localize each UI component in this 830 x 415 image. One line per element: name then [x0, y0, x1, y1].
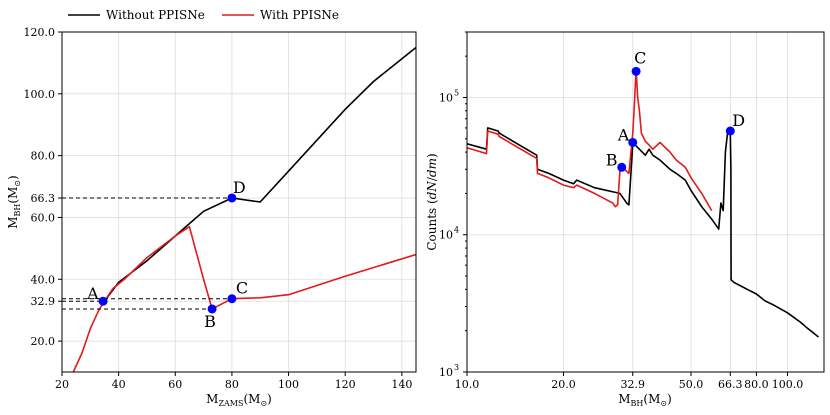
left-x-tick-label: 120: [335, 378, 356, 391]
right-y-tick-label: 10: [439, 91, 453, 104]
legend-label-with: With PPISNe: [260, 8, 339, 22]
right-points: AB C D: [606, 48, 745, 172]
left-y-tick-label: 20.0: [31, 335, 56, 348]
left-points: A B C D: [86, 178, 248, 331]
right-x-tick-label: 66.3: [718, 378, 743, 391]
right-x-tick-label: 20.0: [551, 378, 576, 391]
right-grid: [467, 32, 824, 372]
left-y-tick-label: 32.9: [31, 295, 56, 308]
right-y-tick-label: 10: [439, 229, 453, 242]
left-chart-panel: A B C D 20 40 60 80 100 120 140 20.0 32.9 40.0 60.0 6…: [6, 26, 417, 408]
left-x-axis-label: MZAMS(M⊙): [206, 392, 272, 408]
left-y-axis-label: MBH(M⊙): [6, 175, 22, 229]
left-y-tick-label: 120.0: [24, 26, 56, 39]
left-series-line-with: [72, 225, 416, 372]
left-point-D: [227, 193, 237, 203]
right-series-line-with: [467, 68, 713, 212]
right-x-axis-label: MBH(M⊙): [618, 392, 672, 408]
left-y-tick-label: 40.0: [31, 273, 56, 286]
left-point-label-C: C: [236, 279, 248, 298]
right-series-line-without: [467, 127, 819, 338]
right-y-tick-exponent: 5: [454, 88, 459, 97]
left-x-tick-label: 100: [278, 378, 299, 391]
left-point-B: [207, 304, 217, 314]
left-x-tick-label: 60: [168, 378, 182, 391]
left-x-tick-label: 40: [112, 378, 126, 391]
left-point-C: [227, 294, 237, 304]
right-series: [467, 68, 819, 338]
left-x-tick-label: 20: [55, 378, 69, 391]
right-point-label-C: C: [634, 48, 646, 67]
right-point-label-D: D: [732, 111, 745, 130]
right-y-tick-exponent: 4: [454, 226, 459, 235]
legend: Without PPISNe With PPISNe: [68, 8, 339, 22]
left-y-tick-label: 60.0: [31, 211, 56, 224]
left-x-tick-label: 80: [225, 378, 239, 391]
right-point-label-A: A: [617, 125, 630, 144]
left-plot-frame: [61, 31, 417, 373]
left-point-A: [98, 296, 108, 306]
right-point-D: [725, 126, 735, 136]
left-y-tick-label: 80.0: [31, 150, 56, 163]
left-grid: [62, 32, 416, 372]
left-y-tick-label: 100.0: [24, 88, 56, 101]
right-y-axis-label: Counts (dN/dm): [425, 153, 439, 250]
right-point-C: [631, 66, 641, 76]
left-x-tick-label: 140: [391, 378, 412, 391]
left-x-ticks: 20 40 60 80 100 120 140: [55, 372, 412, 391]
right-point-A: [628, 137, 638, 147]
right-x-tick-label: 100.0: [772, 378, 804, 391]
right-point-label-B: B: [606, 150, 618, 169]
right-x-tick-label: 50.0: [679, 378, 704, 391]
left-y-ticks: 20.0 32.9 40.0 60.0 66.3 80.0 100.0 120.0: [24, 26, 62, 348]
left-point-label-D: D: [233, 178, 246, 197]
left-point-label-A: A: [86, 284, 99, 303]
left-y-tick-label: 66.3: [31, 192, 56, 205]
legend-label-without: Without PPISNe: [106, 8, 205, 22]
right-y-tick-label: 10: [439, 366, 453, 379]
right-plot-frame: [466, 31, 825, 373]
left-series-line-without: [103, 46, 416, 302]
right-x-tick-label: 80.0: [744, 378, 769, 391]
left-series: [72, 46, 416, 372]
right-x-tick-label: 32.9: [621, 378, 646, 391]
right-y-tick-exponent: 3: [454, 363, 459, 372]
left-guide-lines: [62, 197, 232, 310]
right-point-B: [617, 162, 627, 172]
right-x-ticks: 10.0 20.0 32.9 50.0 66.3 80.0 100.0: [455, 372, 803, 391]
left-point-label-B: B: [204, 312, 216, 331]
right-x-tick-label: 10.0: [455, 378, 480, 391]
